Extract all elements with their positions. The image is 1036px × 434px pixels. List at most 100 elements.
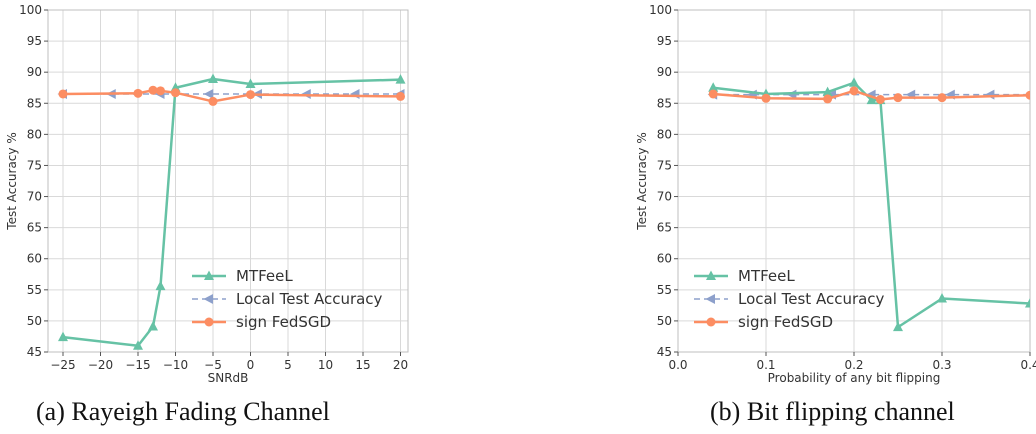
data-point <box>1025 90 1030 100</box>
data-point <box>395 74 406 84</box>
y-tick-label: 75 <box>27 158 42 172</box>
y-tick-label: 70 <box>27 190 42 204</box>
data-point <box>301 88 311 99</box>
legend-marker <box>204 270 214 280</box>
y-tick-label: 100 <box>649 3 672 17</box>
y-tick-label: 90 <box>27 65 42 79</box>
y-tick-label: 95 <box>657 34 672 48</box>
data-point <box>133 340 143 350</box>
series-sign-fedsgd <box>708 86 1030 105</box>
x-tick-label: 0.2 <box>844 358 863 372</box>
data-point <box>937 293 947 303</box>
y-tick-label: 65 <box>27 221 42 235</box>
y-axis-label: Test Accuracy % <box>635 132 649 230</box>
caption-1: (a) Rayeigh Fading Channel <box>36 397 330 426</box>
data-point <box>148 85 158 95</box>
y-tick-label: 60 <box>27 252 42 266</box>
x-tick-label: 0.0 <box>668 358 687 372</box>
series-line <box>62 77 401 348</box>
data-point <box>203 88 214 99</box>
y-tick-label: 50 <box>657 314 672 328</box>
y-tick-label: 95 <box>27 34 42 48</box>
chart-panel-1: 45 50 55 60 65 70 75 80 85 90 95 100 −25 −20 −15 −10 −5 0… <box>5 3 409 385</box>
x-tick-label: 0.1 <box>756 358 775 372</box>
data-point <box>156 86 165 96</box>
x-tick-label: 15 <box>355 358 370 372</box>
series-mtfeel <box>58 73 406 350</box>
data-point <box>893 321 903 332</box>
series-line <box>713 89 1030 101</box>
y-tick-label: 55 <box>27 283 42 297</box>
x-tick-label: 5 <box>284 358 292 372</box>
x-tick-label: 10 <box>318 358 333 372</box>
x-tick-label: 0.3 <box>932 358 951 372</box>
legend-label: MTFeeL <box>738 267 795 285</box>
x-tick-label: 0.4 <box>1020 358 1036 372</box>
data-point <box>1025 297 1030 308</box>
data-point <box>708 89 718 99</box>
data-point <box>396 91 405 101</box>
x-tick-label: 0 <box>247 358 255 372</box>
y-tick-label: 70 <box>657 190 672 204</box>
data-point <box>58 89 68 99</box>
data-point <box>937 93 947 103</box>
legend-marker <box>705 294 715 304</box>
x-tick-label: 20 <box>393 358 408 372</box>
data-point <box>849 77 859 87</box>
legend-label: sign FedSGD <box>236 313 331 331</box>
legend-marker <box>706 270 716 280</box>
caption-2: (b) Bit flipping channel <box>710 397 955 426</box>
data-point <box>246 90 255 100</box>
x-tick-label: −15 <box>125 358 150 372</box>
data-point <box>823 94 833 104</box>
y-axis-label: Test Accuracy % <box>5 132 19 230</box>
y-tick-label: 60 <box>657 252 672 266</box>
x-axis-label: Probability of any bit flipping <box>768 371 941 385</box>
legend: MTFeeL Local Test Accuracy sign FedSGD <box>192 267 383 331</box>
chart-panel-2: 45 50 55 60 65 70 75 80 85 90 95 100 0.0 0.1 0.2 0.3 0.4… <box>635 3 1036 385</box>
x-tick-label: −20 <box>88 358 113 372</box>
legend-marker <box>706 317 716 327</box>
y-tick-label: 45 <box>657 345 672 359</box>
legend-label: sign FedSGD <box>738 313 833 331</box>
y-tick-label: 75 <box>657 158 672 172</box>
x-tick-label: −10 <box>163 358 188 372</box>
data-point <box>148 321 158 331</box>
data-point <box>849 86 859 96</box>
data-point <box>133 88 143 98</box>
data-point <box>208 96 218 106</box>
data-point <box>208 73 218 84</box>
legend-marker <box>203 294 213 304</box>
data-point <box>245 78 256 88</box>
y-tick-label: 45 <box>27 345 42 359</box>
data-point <box>171 88 180 98</box>
data-point <box>893 93 903 103</box>
y-tick-label: 90 <box>657 65 672 79</box>
y-tick-label: 80 <box>27 127 42 141</box>
data-point <box>155 280 166 291</box>
x-tick-label: −5 <box>204 358 222 372</box>
data-point <box>875 95 885 105</box>
data-point <box>866 94 877 105</box>
data-point <box>761 93 771 103</box>
legend-label: Local Test Accuracy <box>236 290 383 308</box>
legend: MTFeeL Local Test Accuracy sign FedSGD <box>694 267 885 331</box>
series-sign-fedsgd <box>58 85 405 106</box>
y-tick-label: 65 <box>657 221 672 235</box>
y-tick-label: 50 <box>27 314 42 328</box>
x-axis-label: SNRdB <box>208 371 249 385</box>
data-point <box>58 331 68 342</box>
plot-frame <box>47 9 409 353</box>
data-point <box>708 82 719 92</box>
y-tick-label: 100 <box>19 3 42 17</box>
y-tick-label: 80 <box>657 127 672 141</box>
legend-marker <box>204 317 214 327</box>
y-tick-label: 85 <box>27 96 42 110</box>
legend-label: MTFeeL <box>236 267 293 285</box>
y-tick-label: 55 <box>657 283 672 297</box>
data-point <box>822 86 833 97</box>
legend-label: Local Test Accuracy <box>738 290 885 308</box>
y-tick-label: 85 <box>657 96 672 110</box>
data-point <box>350 88 360 99</box>
